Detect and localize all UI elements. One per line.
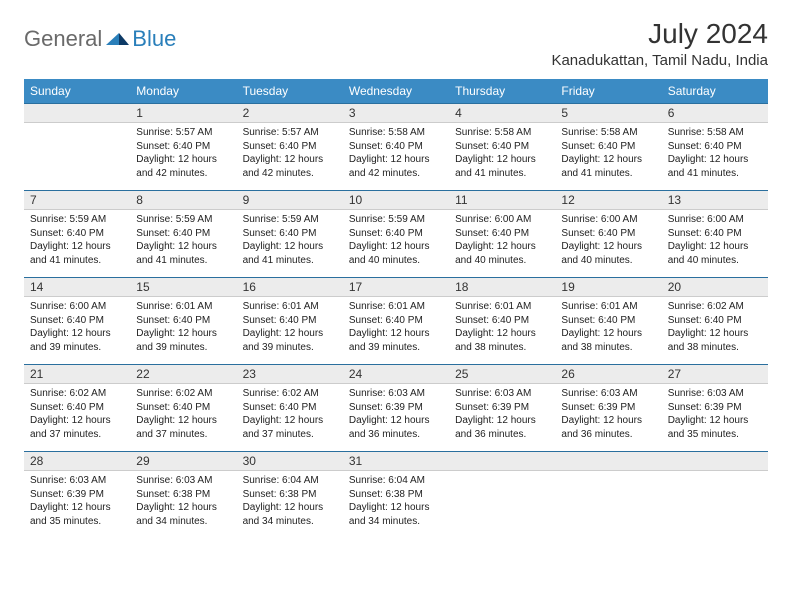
day-header: Monday: [130, 79, 236, 104]
day-number-row: 123456: [24, 104, 768, 123]
day-number-cell: 8: [130, 191, 236, 210]
day-header: Tuesday: [237, 79, 343, 104]
day-number-cell: 25: [449, 365, 555, 384]
location-label: Kanadukattan, Tamil Nadu, India: [551, 52, 768, 69]
day-number-cell: 31: [343, 452, 449, 471]
brand-text-blue: Blue: [132, 26, 176, 52]
day-content-cell: Sunrise: 6:01 AMSunset: 6:40 PMDaylight:…: [555, 297, 661, 365]
day-number-cell: 26: [555, 365, 661, 384]
day-number-cell: 10: [343, 191, 449, 210]
day-number-cell: 3: [343, 104, 449, 123]
day-number-row: 14151617181920: [24, 278, 768, 297]
day-number-cell: 7: [24, 191, 130, 210]
day-content-row: Sunrise: 6:02 AMSunset: 6:40 PMDaylight:…: [24, 384, 768, 452]
day-header-row: Sunday Monday Tuesday Wednesday Thursday…: [24, 79, 768, 104]
day-content-cell: [555, 471, 661, 539]
day-header: Friday: [555, 79, 661, 104]
month-title: July 2024: [551, 18, 768, 50]
day-content-cell: Sunrise: 5:58 AMSunset: 6:40 PMDaylight:…: [555, 123, 661, 191]
day-content-cell: Sunrise: 6:02 AMSunset: 6:40 PMDaylight:…: [130, 384, 236, 452]
day-number-cell: 23: [237, 365, 343, 384]
day-number-row: 28293031: [24, 452, 768, 471]
day-number-cell: 12: [555, 191, 661, 210]
header: General Blue July 2024 Kanadukattan, Tam…: [24, 18, 768, 69]
day-number-cell: 13: [662, 191, 768, 210]
day-content-cell: Sunrise: 6:03 AMSunset: 6:39 PMDaylight:…: [449, 384, 555, 452]
day-number-cell: 11: [449, 191, 555, 210]
day-number-cell: 30: [237, 452, 343, 471]
day-content-cell: Sunrise: 5:58 AMSunset: 6:40 PMDaylight:…: [343, 123, 449, 191]
day-content-cell: Sunrise: 6:01 AMSunset: 6:40 PMDaylight:…: [237, 297, 343, 365]
day-content-cell: Sunrise: 6:03 AMSunset: 6:39 PMDaylight:…: [24, 471, 130, 539]
day-number-cell: 2: [237, 104, 343, 123]
day-number-cell: 6: [662, 104, 768, 123]
day-content-cell: Sunrise: 5:57 AMSunset: 6:40 PMDaylight:…: [130, 123, 236, 191]
day-content-cell: Sunrise: 5:59 AMSunset: 6:40 PMDaylight:…: [24, 210, 130, 278]
day-number-cell: 24: [343, 365, 449, 384]
day-content-cell: Sunrise: 6:04 AMSunset: 6:38 PMDaylight:…: [237, 471, 343, 539]
day-content-cell: Sunrise: 6:00 AMSunset: 6:40 PMDaylight:…: [555, 210, 661, 278]
day-number-cell: 5: [555, 104, 661, 123]
day-content-row: Sunrise: 5:57 AMSunset: 6:40 PMDaylight:…: [24, 123, 768, 191]
day-number-cell: 18: [449, 278, 555, 297]
day-number-cell: 4: [449, 104, 555, 123]
day-content-cell: Sunrise: 5:58 AMSunset: 6:40 PMDaylight:…: [662, 123, 768, 191]
day-number-cell: 20: [662, 278, 768, 297]
day-content-cell: Sunrise: 6:00 AMSunset: 6:40 PMDaylight:…: [662, 210, 768, 278]
day-number-cell: 28: [24, 452, 130, 471]
day-content-cell: Sunrise: 6:02 AMSunset: 6:40 PMDaylight:…: [237, 384, 343, 452]
calendar-table: Sunday Monday Tuesday Wednesday Thursday…: [24, 79, 768, 539]
day-number-cell: [662, 452, 768, 471]
day-content-cell: Sunrise: 6:02 AMSunset: 6:40 PMDaylight:…: [24, 384, 130, 452]
day-content-cell: Sunrise: 6:03 AMSunset: 6:39 PMDaylight:…: [555, 384, 661, 452]
day-number-cell: 19: [555, 278, 661, 297]
day-content-cell: Sunrise: 6:00 AMSunset: 6:40 PMDaylight:…: [24, 297, 130, 365]
day-header: Wednesday: [343, 79, 449, 104]
day-header: Thursday: [449, 79, 555, 104]
day-content-cell: Sunrise: 6:03 AMSunset: 6:39 PMDaylight:…: [662, 384, 768, 452]
day-content-cell: Sunrise: 6:00 AMSunset: 6:40 PMDaylight:…: [449, 210, 555, 278]
day-content-cell: [24, 123, 130, 191]
day-number-cell: 15: [130, 278, 236, 297]
day-content-row: Sunrise: 6:00 AMSunset: 6:40 PMDaylight:…: [24, 297, 768, 365]
day-number-row: 78910111213: [24, 191, 768, 210]
brand-text-general: General: [24, 26, 102, 52]
day-number-cell: [449, 452, 555, 471]
day-content-cell: Sunrise: 5:59 AMSunset: 6:40 PMDaylight:…: [130, 210, 236, 278]
day-number-cell: [555, 452, 661, 471]
day-number-cell: 29: [130, 452, 236, 471]
day-header: Saturday: [662, 79, 768, 104]
day-number-cell: 1: [130, 104, 236, 123]
brand-mark-icon: [106, 28, 130, 51]
day-number-cell: 22: [130, 365, 236, 384]
day-content-cell: Sunrise: 5:59 AMSunset: 6:40 PMDaylight:…: [237, 210, 343, 278]
title-block: July 2024 Kanadukattan, Tamil Nadu, Indi…: [551, 18, 768, 69]
day-header: Sunday: [24, 79, 130, 104]
day-content-row: Sunrise: 5:59 AMSunset: 6:40 PMDaylight:…: [24, 210, 768, 278]
day-content-cell: Sunrise: 6:01 AMSunset: 6:40 PMDaylight:…: [343, 297, 449, 365]
day-content-cell: [662, 471, 768, 539]
day-content-cell: Sunrise: 6:01 AMSunset: 6:40 PMDaylight:…: [449, 297, 555, 365]
day-content-cell: Sunrise: 5:58 AMSunset: 6:40 PMDaylight:…: [449, 123, 555, 191]
day-content-cell: Sunrise: 6:03 AMSunset: 6:38 PMDaylight:…: [130, 471, 236, 539]
brand-logo: General Blue: [24, 26, 176, 52]
day-content-row: Sunrise: 6:03 AMSunset: 6:39 PMDaylight:…: [24, 471, 768, 539]
day-content-cell: Sunrise: 6:01 AMSunset: 6:40 PMDaylight:…: [130, 297, 236, 365]
day-number-cell: 21: [24, 365, 130, 384]
day-number-cell: 14: [24, 278, 130, 297]
day-content-cell: Sunrise: 5:59 AMSunset: 6:40 PMDaylight:…: [343, 210, 449, 278]
day-number-cell: 9: [237, 191, 343, 210]
day-number-cell: 16: [237, 278, 343, 297]
day-content-cell: Sunrise: 6:02 AMSunset: 6:40 PMDaylight:…: [662, 297, 768, 365]
day-content-cell: Sunrise: 5:57 AMSunset: 6:40 PMDaylight:…: [237, 123, 343, 191]
day-content-cell: Sunrise: 6:03 AMSunset: 6:39 PMDaylight:…: [343, 384, 449, 452]
day-number-cell: 17: [343, 278, 449, 297]
day-content-cell: Sunrise: 6:04 AMSunset: 6:38 PMDaylight:…: [343, 471, 449, 539]
day-number-row: 21222324252627: [24, 365, 768, 384]
day-number-cell: [24, 104, 130, 123]
day-content-cell: [449, 471, 555, 539]
day-number-cell: 27: [662, 365, 768, 384]
